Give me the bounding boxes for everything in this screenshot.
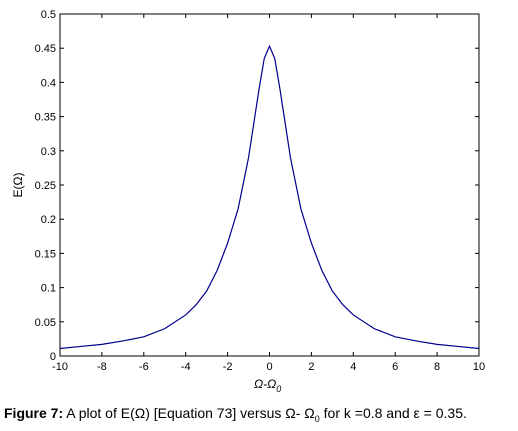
x-tick-label: 6: [392, 361, 398, 373]
x-tick-label: -8: [97, 361, 107, 373]
figure-caption: Figure 7: A plot of E(Ω) [Equation 73] v…: [4, 405, 516, 424]
y-axis: 0 0.05 0.1 0.15 0.2 0.25 0.3 0.35 0.4 0.45 0.5: [35, 9, 479, 363]
y-tick-label: 0.2: [41, 214, 56, 226]
y-tick-label: 0.15: [35, 248, 56, 260]
y-tick-label: 0: [50, 351, 56, 363]
y-tick-label: 0.4: [41, 77, 56, 89]
x-tick-label: 10: [473, 361, 485, 373]
y-tick-label: 0.5: [41, 9, 56, 21]
caption-text-end: for k =0.8 and ε = 0.35.: [319, 405, 467, 421]
x-tick-label: 2: [308, 361, 314, 373]
y-axis-title: E(Ω): [11, 173, 25, 198]
x-tick-label: 8: [434, 361, 440, 373]
x-axis: -10 -8 -6 -4 -2 0 2 4 6 8 10: [52, 14, 485, 373]
caption-label: Figure 7:: [4, 405, 64, 421]
caption-text: A plot of E(Ω) [Equation 73] versus Ω- Ω: [63, 405, 315, 421]
x-tick-label: -10: [52, 361, 68, 373]
x-tick-label: -4: [181, 361, 191, 373]
chart: -10 -8 -6 -4 -2 0 2 4 6 8 10 0 0.05 0.1 0.15 0.2 0.25 0.…: [11, 9, 485, 394]
x-tick-label: 4: [350, 361, 356, 373]
y-tick-label: 0.3: [41, 146, 56, 158]
plot-frame: [59, 13, 480, 357]
x-tick-label: -2: [223, 361, 233, 373]
caption-subscript: 0: [314, 413, 320, 424]
x-tick-label: 0: [266, 361, 272, 373]
y-tick-label: 0.35: [35, 112, 56, 124]
x-axis-title: Ω-Ω0: [254, 377, 281, 394]
y-tick-label: 0.1: [41, 283, 56, 295]
y-tick-label: 0.45: [35, 43, 56, 55]
y-tick-label: 0.05: [35, 317, 56, 329]
y-tick-label: 0.25: [35, 180, 56, 192]
x-tick-label: -6: [139, 361, 149, 373]
data-line: [59, 44, 480, 350]
